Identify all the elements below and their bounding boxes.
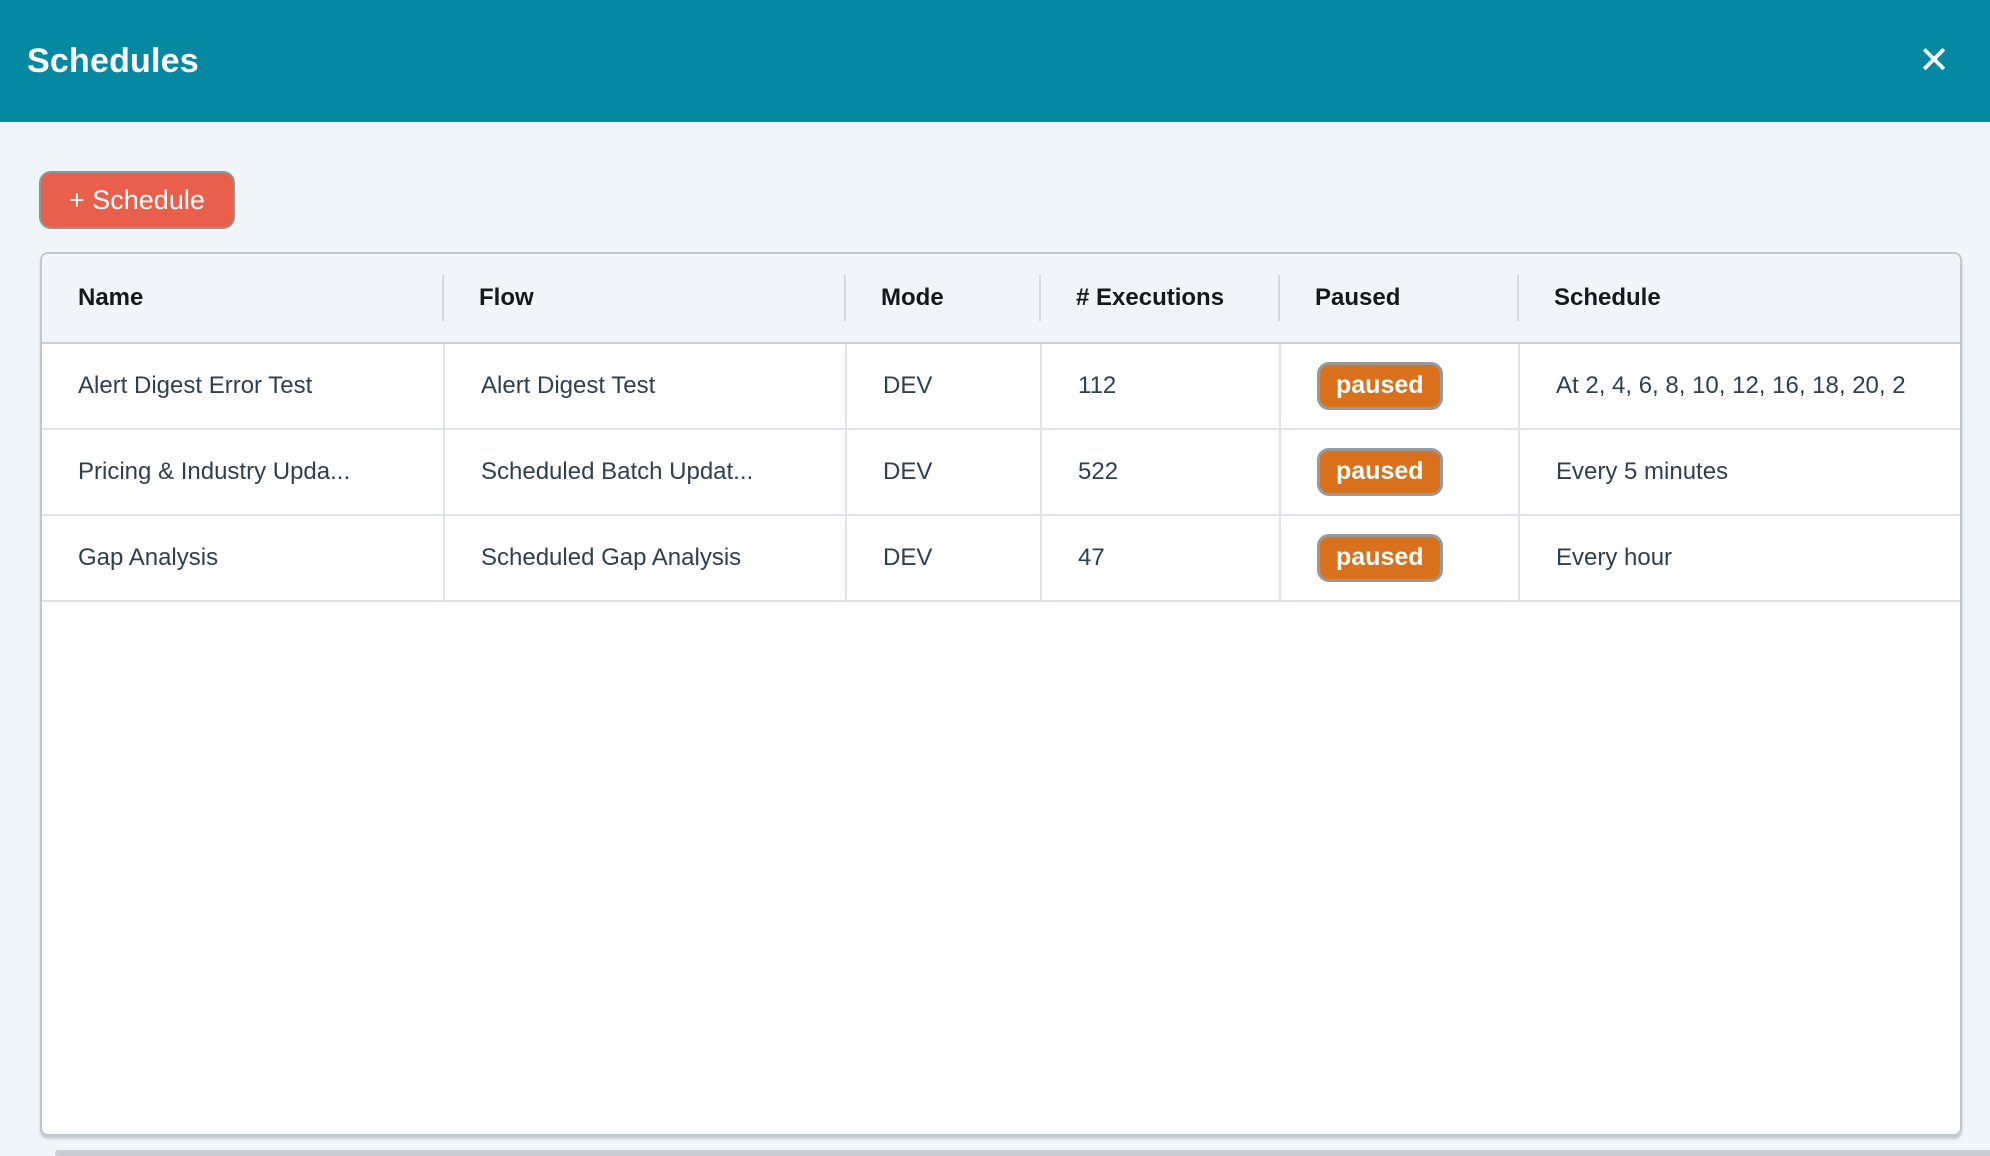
modal-title: Schedules (27, 41, 199, 80)
add-schedule-button[interactable]: + Schedule (39, 171, 235, 229)
cell-mode: DEV (845, 516, 1040, 600)
cell-flow: Alert Digest Test (443, 344, 845, 428)
cell-name: Gap Analysis (78, 544, 219, 571)
cell-flow: Scheduled Gap Analysis (443, 516, 845, 600)
cell-schedule: Every 5 minutes (1518, 430, 1960, 514)
column-header-schedule[interactable]: Schedule (1518, 254, 1960, 342)
column-header-name[interactable]: Name (78, 284, 144, 311)
cell-executions: 47 (1040, 516, 1279, 600)
paused-badge[interactable]: paused (1317, 362, 1443, 410)
cell-mode: DEV (845, 344, 1040, 428)
cell-paused: paused (1279, 516, 1518, 600)
cell-schedule: At 2, 4, 6, 8, 10, 12, 16, 18, 20, 2 (1518, 344, 1960, 428)
close-icon: ✕ (1918, 40, 1950, 82)
modal-header: Schedules ✕ (0, 0, 1990, 122)
column-header-flow[interactable]: Flow (443, 254, 845, 342)
cell-name: Alert Digest Error Test (78, 372, 313, 399)
column-header-paused[interactable]: Paused (1279, 254, 1518, 342)
cell-executions: 522 (1040, 430, 1279, 514)
table-row[interactable]: Gap Analysis Scheduled Gap Analysis DEV … (42, 516, 1960, 602)
cell-flow: Scheduled Batch Updat... (443, 430, 845, 514)
table-row[interactable]: Pricing & Industry Upda... Scheduled Bat… (42, 430, 1960, 516)
cell-executions: 112 (1040, 344, 1279, 428)
toolbar: + Schedule (0, 122, 1990, 229)
paused-badge[interactable]: paused (1317, 448, 1443, 496)
cell-paused: paused (1279, 344, 1518, 428)
table-row[interactable]: Alert Digest Error Test Alert Digest Tes… (42, 344, 1960, 430)
cell-schedule: Every hour (1518, 516, 1960, 600)
close-button[interactable]: ✕ (1908, 36, 1960, 86)
horizontal-scrollbar[interactable] (55, 1150, 1990, 1156)
cell-mode: DEV (845, 430, 1040, 514)
column-header-executions[interactable]: # Executions (1040, 254, 1279, 342)
schedules-table: Name Flow Mode # Executions Paused Sched… (40, 252, 1962, 1136)
column-header-mode[interactable]: Mode (845, 254, 1040, 342)
paused-badge[interactable]: paused (1317, 534, 1443, 582)
cell-name: Pricing & Industry Upda... (78, 458, 351, 485)
cell-paused: paused (1279, 430, 1518, 514)
table-header-row: Name Flow Mode # Executions Paused Sched… (42, 254, 1960, 344)
